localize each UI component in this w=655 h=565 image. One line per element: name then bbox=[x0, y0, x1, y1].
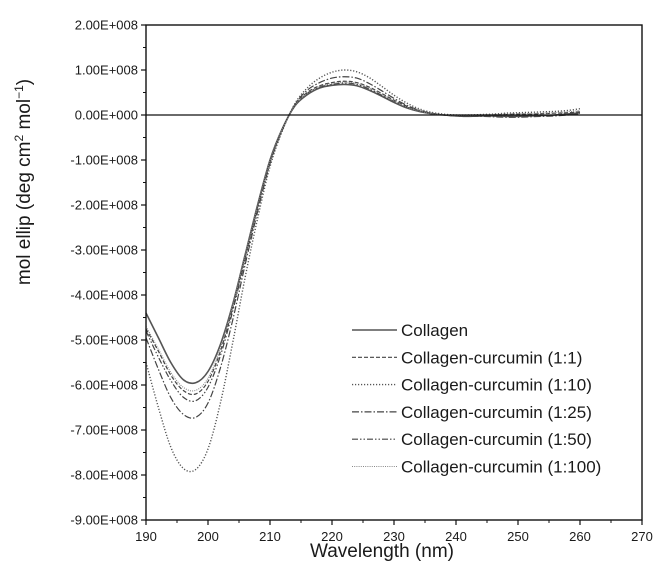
legend-label-2: Collagen-curcumin (1:1) bbox=[401, 348, 582, 367]
x-tick-label: 250 bbox=[507, 529, 529, 544]
y-axis-label: mol ellip (deg cm2 mol−1) bbox=[12, 79, 35, 285]
y-axis-label-main: mol ellip (deg cm bbox=[14, 142, 35, 286]
x-tick-label: 210 bbox=[259, 529, 281, 544]
y-axis-label-sup1: 2 bbox=[12, 135, 26, 142]
legend-label-5: Collagen-curcumin (1:50) bbox=[401, 430, 592, 449]
legend-label-4: Collagen-curcumin (1:25) bbox=[401, 403, 592, 422]
series-line-4 bbox=[145, 76, 581, 419]
y-axis-label-sup2: −1 bbox=[12, 85, 26, 99]
series-line-5 bbox=[145, 82, 581, 402]
ticks-layer: 190 200 210 220 230 240 250 260 270 2.00E+008 1.00… bbox=[70, 18, 652, 545]
y-tick-label: -9.00E+008 bbox=[70, 513, 138, 528]
x-tick-label: 220 bbox=[321, 529, 343, 544]
x-tick-label: 260 bbox=[569, 529, 591, 544]
y-tick-label: -5.00E+008 bbox=[70, 333, 138, 348]
y-tick-label: 2.00E+008 bbox=[75, 18, 138, 33]
y-tick-label: 1.00E+008 bbox=[75, 63, 138, 78]
y-tick-label: -2.00E+008 bbox=[70, 198, 138, 213]
legend-label-6: Collagen-curcumin (1:100) bbox=[401, 458, 601, 477]
legend: Collagen Collagen-curcumin (1:1) Collagen-… bbox=[352, 321, 601, 477]
y-axis-label-end: ) bbox=[14, 79, 35, 85]
x-axis-label: Wavelength (nm) bbox=[310, 541, 454, 562]
series-line-3 bbox=[145, 69, 581, 473]
x-tick-label: 200 bbox=[197, 529, 219, 544]
x-tick-label: 270 bbox=[631, 529, 653, 544]
x-tick-label: 230 bbox=[383, 529, 405, 544]
y-tick-label: -7.00E+008 bbox=[70, 423, 138, 438]
series-line-1 bbox=[145, 83, 581, 385]
series-line-6 bbox=[145, 81, 581, 392]
legend-label-1: Collagen bbox=[401, 321, 468, 340]
x-tick-label: 240 bbox=[445, 529, 467, 544]
legend-label-3: Collagen-curcumin (1:10) bbox=[401, 376, 592, 395]
y-tick-label: 0.00E+000 bbox=[75, 108, 138, 123]
y-tick-label: -3.00E+008 bbox=[70, 243, 138, 258]
y-tick-label: -6.00E+008 bbox=[70, 378, 138, 393]
y-tick-label: -4.00E+008 bbox=[70, 288, 138, 303]
y-tick-label: -1.00E+008 bbox=[70, 153, 138, 168]
y-tick-label: -8.00E+008 bbox=[70, 468, 138, 483]
x-tick-label: 190 bbox=[135, 529, 157, 544]
y-axis-label-mid: mol bbox=[14, 99, 35, 135]
